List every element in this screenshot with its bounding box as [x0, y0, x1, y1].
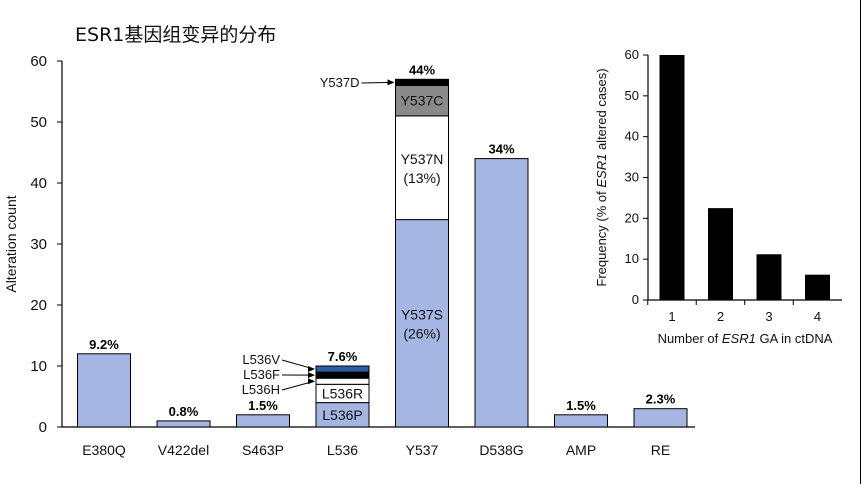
inset-y-tick-label: 30 — [625, 170, 639, 185]
x-tick-label: E380Q — [82, 442, 126, 458]
x-tick-label: AMP — [566, 442, 596, 458]
inset-x-tick-label: 4 — [814, 309, 821, 324]
callout-label-y537d: Y537D — [320, 75, 360, 90]
percent-label-amp: 1.5% — [566, 398, 596, 413]
inset-y-tick-label: 60 — [625, 47, 639, 62]
x-tick-label: D538G — [479, 442, 523, 458]
callout-arrow-l536f — [308, 372, 315, 378]
percent-label-d538g: 34% — [488, 142, 514, 157]
x-tick-label: Y537 — [406, 442, 439, 458]
segment-label-y537s: Y537S — [401, 306, 443, 322]
segment-label-y537c: Y537C — [401, 93, 444, 109]
bar-re — [634, 409, 687, 427]
inset-x-tick-label: 2 — [717, 309, 724, 324]
callout-label-l536v: L536V — [242, 352, 280, 367]
inset-bar-3 — [757, 254, 782, 300]
inset-y-tick-label: 10 — [625, 251, 639, 266]
y-tick-label: 40 — [30, 175, 47, 192]
percent-label-v422del: 0.8% — [169, 404, 199, 419]
y-tick-label: 60 — [30, 53, 47, 70]
callout-arrow-y537d — [388, 79, 395, 85]
right-border — [860, 0, 861, 484]
callout-arrow-l536v — [308, 366, 315, 372]
percent-label-e380q: 9.2% — [89, 337, 119, 352]
segment-sublabel-y537s: (26%) — [403, 325, 440, 341]
bar-segment-l536f — [316, 372, 369, 378]
segment-sublabel-y537n: (13%) — [403, 170, 440, 186]
inset-x-tick-label: 3 — [765, 309, 772, 324]
callout-arrow-l536h — [308, 378, 315, 384]
segment-label-y537n: Y537N — [401, 151, 444, 167]
y-tick-label: 30 — [30, 236, 47, 253]
bar-s463p — [237, 415, 290, 427]
y-tick-label: 10 — [30, 358, 47, 375]
bar-segment-l536h — [316, 378, 369, 384]
inset-y-tick-label: 50 — [625, 88, 639, 103]
bar-segment-l536v — [316, 366, 369, 372]
percent-label-s463p: 1.5% — [248, 398, 278, 413]
inset-y-tick-label: 40 — [625, 129, 639, 144]
x-tick-label: S463P — [242, 442, 284, 458]
bar-segment-y537n — [396, 116, 449, 220]
x-tick-label: V422del — [158, 442, 209, 458]
bar-v422del — [157, 421, 210, 427]
inset-bar-1 — [660, 55, 685, 300]
bar-amp — [555, 415, 608, 427]
bar-d538g — [475, 159, 528, 427]
y-axis-title: Alteration count — [3, 195, 19, 292]
inset-y-tick-label: 20 — [625, 210, 639, 225]
segment-label-l536r: L536R — [322, 385, 363, 401]
bar-e380q — [78, 354, 131, 427]
callout-label-l536h: L536H — [242, 382, 280, 397]
percent-label-l536: 7.6% — [328, 349, 358, 364]
percent-label-y537: 44% — [409, 62, 435, 77]
y-tick-label: 50 — [30, 114, 47, 131]
inset-bar-2 — [708, 208, 733, 300]
inset-y-tick-label: 0 — [632, 292, 639, 307]
segment-label-l536p: L536P — [322, 407, 362, 423]
bar-segment-y537d — [396, 79, 449, 85]
callout-label-l536f: L536F — [243, 367, 280, 382]
page-title: ESR1基因组变异的分布 — [75, 20, 276, 47]
inset-y-axis-title: Frequency (% of ESR1 altered cases) — [594, 68, 609, 286]
bar-segment-y537s — [396, 220, 449, 427]
x-tick-label: L536 — [327, 442, 358, 458]
inset-chart: 0 10 20 30 40 50 60 1 2 3 4 Number of ESR1 GA in ct… — [565, 42, 857, 352]
x-tick-label: RE — [651, 442, 670, 458]
inset-bar-4 — [805, 275, 830, 300]
percent-label-re: 2.3% — [646, 392, 676, 407]
y-tick-label: 20 — [30, 297, 47, 314]
inset-x-axis-title: Number of ESR1 GA in ctDNA — [658, 331, 833, 346]
inset-x-tick-label: 1 — [668, 309, 675, 324]
y-tick-label: 0 — [39, 419, 47, 436]
